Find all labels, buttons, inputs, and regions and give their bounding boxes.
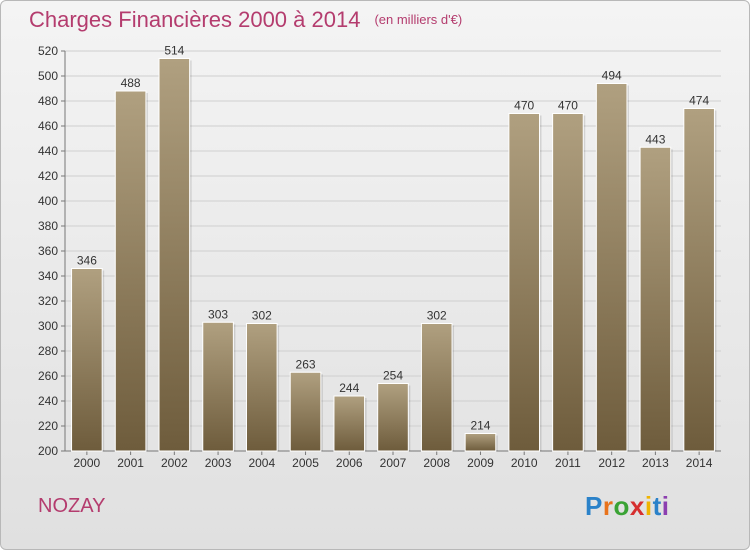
bar-value-label: 214 (470, 419, 490, 433)
bar-2007[interactable] (377, 383, 409, 452)
x-tick-label: 2006 (336, 456, 363, 470)
logo-letter: r (602, 491, 614, 521)
y-tick-label: 500 (38, 69, 58, 83)
bar-value-label: 488 (121, 76, 141, 90)
x-tick-label: 2010 (511, 456, 538, 470)
x-tick-label: 2013 (642, 456, 669, 470)
bar-value-label: 514 (164, 44, 184, 58)
bar-2003[interactable] (202, 321, 234, 452)
y-tick-label: 320 (38, 294, 58, 308)
bar-value-label: 443 (645, 132, 665, 146)
y-tick-label: 260 (38, 369, 58, 383)
chart-title-text: Charges Financières 2000 à 2014 (29, 7, 361, 32)
y-tick-label: 400 (38, 194, 58, 208)
bar-value-label: 263 (296, 357, 316, 371)
y-tick-label: 220 (38, 419, 58, 433)
x-tick-label: 2014 (686, 456, 713, 470)
bar-value-label: 302 (427, 309, 447, 323)
y-tick-label: 480 (38, 94, 58, 108)
y-tick-label: 280 (38, 344, 58, 358)
logo-letter: t (652, 491, 662, 521)
x-tick-label: 2005 (292, 456, 319, 470)
y-tick-label: 300 (38, 319, 58, 333)
x-tick-label: 2003 (205, 456, 232, 470)
y-tick-label: 440 (38, 144, 58, 158)
logo-letter: i (644, 491, 653, 521)
y-tick-label: 420 (38, 169, 58, 183)
x-tick-label: 2002 (161, 456, 188, 470)
bar-2006[interactable] (333, 395, 366, 452)
bar-2010[interactable] (508, 113, 541, 452)
logo-letter: P (585, 491, 603, 521)
bar-value-label: 470 (514, 99, 534, 113)
x-tick-label: 2012 (598, 456, 625, 470)
x-tick-label: 2001 (117, 456, 144, 470)
bar-2014[interactable] (683, 108, 715, 452)
x-tick-label: 2007 (380, 456, 407, 470)
y-tick-label: 200 (38, 444, 58, 458)
proxiti-logo[interactable]: Proxiti (585, 491, 669, 522)
bar-2001[interactable] (114, 90, 147, 452)
chart-title: Charges Financières 2000 à 2014 (en milli… (29, 7, 462, 33)
chart-unit: (en milliers d'€) (374, 12, 463, 27)
bar-2013[interactable] (639, 146, 672, 452)
bar-2002[interactable] (158, 58, 191, 452)
y-tick-label: 460 (38, 119, 58, 133)
x-tick-label: 2008 (423, 456, 450, 470)
bar-value-label: 303 (208, 307, 228, 321)
bar-2008[interactable] (420, 323, 453, 452)
bar-value-label: 244 (339, 381, 359, 395)
y-tick-label: 360 (38, 244, 58, 258)
y-tick-label: 340 (38, 269, 58, 283)
bar-2009[interactable] (464, 433, 497, 452)
bars: 346 488 514 303 302 263 244 254 302 214 470 470 494 4… (71, 44, 717, 452)
logo-letter: o (613, 491, 630, 521)
bar-2011[interactable] (552, 113, 584, 452)
bar-value-label: 474 (689, 94, 709, 108)
bar-value-label: 254 (383, 369, 403, 383)
y-tick-label: 380 (38, 219, 58, 233)
bar-value-label: 494 (602, 69, 622, 83)
bar-value-label: 470 (558, 99, 578, 113)
x-tick-label: 2009 (467, 456, 494, 470)
bar-value-label: 302 (252, 309, 272, 323)
bar-2005[interactable] (289, 371, 322, 452)
y-tick-label: 520 (38, 44, 58, 58)
x-tick-label: 2011 (555, 456, 581, 470)
x-tick-label: 2004 (248, 456, 275, 470)
bar-value-label: 346 (77, 254, 97, 268)
x-tick-label: 2000 (74, 456, 101, 470)
bar-2004[interactable] (245, 323, 278, 452)
place-name: NOZAY (38, 495, 106, 517)
bar-2012[interactable] (595, 83, 628, 452)
bar-2000[interactable] (71, 268, 103, 452)
logo-letter: i (661, 491, 670, 521)
logo-letter: x (629, 491, 645, 521)
y-tick-label: 240 (38, 394, 58, 408)
